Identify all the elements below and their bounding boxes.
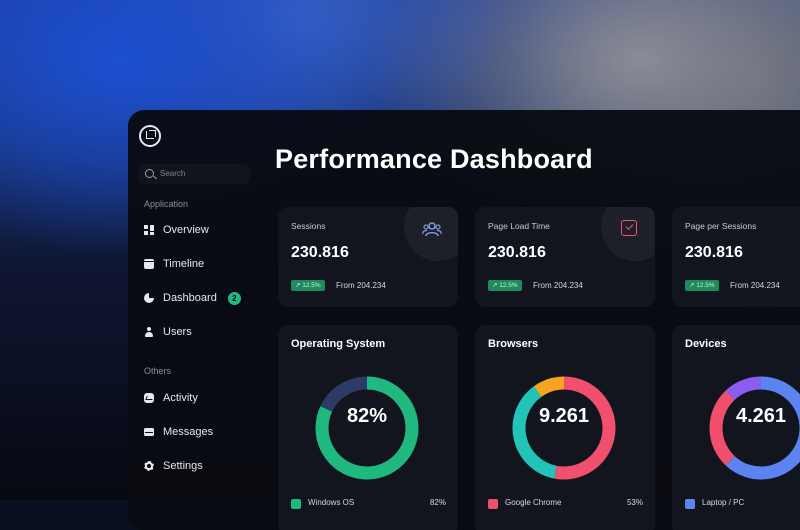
stat-value: 230.816 bbox=[685, 244, 743, 261]
sidebar: Search Application Overview Timeline Das… bbox=[128, 110, 258, 530]
stat-icon-bubble bbox=[404, 207, 458, 261]
mail-icon bbox=[144, 428, 154, 436]
donut-center-value: 4.261 bbox=[735, 405, 787, 427]
chart-title: Operating System bbox=[291, 338, 386, 350]
stat-previous: From 204.234 bbox=[730, 281, 780, 290]
donut-slice-2 bbox=[725, 376, 762, 401]
stat-value: 230.816 bbox=[488, 244, 546, 261]
sidebar-item-dashboard[interactable]: Dashboard 2 bbox=[144, 289, 241, 307]
sidebar-item-label: Settings bbox=[163, 460, 203, 472]
sidebar-item-timeline[interactable]: Timeline bbox=[144, 255, 204, 273]
search-input[interactable]: Search bbox=[138, 164, 250, 184]
activity-icon bbox=[144, 393, 154, 403]
sidebar-item-overview[interactable]: Overview bbox=[144, 221, 209, 239]
sidebar-item-settings[interactable]: Settings bbox=[144, 457, 203, 475]
stat-value: 230.816 bbox=[291, 244, 349, 261]
sidebar-item-label: Timeline bbox=[163, 258, 205, 270]
sidebar-item-label: Overview bbox=[163, 224, 209, 236]
trend-badge: ↗ 12.5% bbox=[488, 280, 522, 291]
stat-label: Page per Sessions bbox=[685, 221, 757, 231]
donut-slice-1 bbox=[320, 376, 368, 412]
stat-icon-bubble bbox=[601, 207, 655, 261]
legend-swatch bbox=[685, 499, 695, 509]
chart-card-operating-system: Operating System 82% Windows OS 82% bbox=[278, 325, 458, 530]
stat-card-sessions[interactable]: Sessions 230.816 ↗ 12.5% From 204.234 bbox=[278, 207, 458, 307]
check-square-icon bbox=[621, 220, 637, 236]
search-icon bbox=[145, 169, 154, 178]
notification-badge: 2 bbox=[227, 291, 241, 305]
donut-center-value: 9.261 bbox=[538, 405, 590, 427]
legend-swatch bbox=[488, 499, 498, 509]
stat-previous: From 204.234 bbox=[336, 281, 386, 290]
donut-center-value: 82% bbox=[346, 405, 388, 427]
donut-slice-0 bbox=[554, 376, 616, 480]
sidebar-section-application: Application bbox=[144, 199, 189, 209]
legend-value: 53% bbox=[626, 498, 643, 507]
legend-label: Laptop / PC bbox=[702, 498, 745, 507]
stat-card-page-per-sessions[interactable]: Page per Sessions 230.816 ↗ 12.5% From 2… bbox=[672, 207, 800, 307]
calendar-icon bbox=[144, 259, 154, 269]
donut-slice-0 bbox=[725, 376, 800, 480]
donut-slice-1 bbox=[709, 390, 735, 466]
legend-value: 82% bbox=[429, 498, 446, 507]
sidebar-item-label: Dashboard bbox=[163, 292, 217, 304]
donut-chart bbox=[709, 376, 800, 480]
grid-icon bbox=[144, 225, 154, 235]
donut-slice-0 bbox=[315, 376, 419, 480]
sidebar-section-others: Others bbox=[144, 366, 172, 376]
sidebar-item-activity[interactable]: Activity bbox=[144, 389, 198, 407]
chart-card-devices: Devices 4.261 Laptop / PC bbox=[672, 325, 800, 530]
trend-badge: ↗ 12.5% bbox=[291, 280, 325, 291]
legend-swatch bbox=[291, 499, 301, 509]
user-icon bbox=[144, 327, 154, 337]
stat-label: Page Load Time bbox=[488, 221, 550, 231]
stat-label: Sessions bbox=[291, 221, 326, 231]
sidebar-item-users[interactable]: Users bbox=[144, 323, 192, 341]
stat-card-page-load-time[interactable]: Page Load Time 230.816 ↗ 12.5% From 204.… bbox=[475, 207, 655, 307]
donut-chart bbox=[315, 376, 419, 480]
page-title: Performance Dashboard bbox=[275, 144, 593, 174]
users-icon bbox=[422, 222, 442, 237]
chart-title: Devices bbox=[685, 338, 727, 350]
sidebar-item-label: Activity bbox=[163, 392, 198, 404]
logo-icon[interactable] bbox=[139, 125, 161, 147]
donut-slice-1 bbox=[512, 386, 558, 479]
legend-label: Windows OS bbox=[308, 498, 355, 507]
donut-chart bbox=[512, 376, 616, 480]
sidebar-item-messages[interactable]: Messages bbox=[144, 423, 213, 441]
sidebar-item-label: Messages bbox=[163, 426, 214, 438]
dashboard-window: Search Application Overview Timeline Das… bbox=[128, 110, 800, 530]
search-placeholder: Search bbox=[160, 169, 186, 178]
trend-badge: ↗ 12.5% bbox=[685, 280, 719, 291]
legend-label: Google Chrome bbox=[505, 498, 562, 507]
pie-chart-icon bbox=[144, 293, 154, 303]
gear-icon bbox=[144, 461, 154, 471]
chart-title: Browsers bbox=[488, 338, 539, 350]
chart-card-browsers: Browsers 9.261 Google Chrome 53% bbox=[475, 325, 655, 530]
donut-slice-2 bbox=[533, 376, 565, 398]
sidebar-item-label: Users bbox=[163, 326, 192, 338]
stat-previous: From 204.234 bbox=[533, 281, 583, 290]
